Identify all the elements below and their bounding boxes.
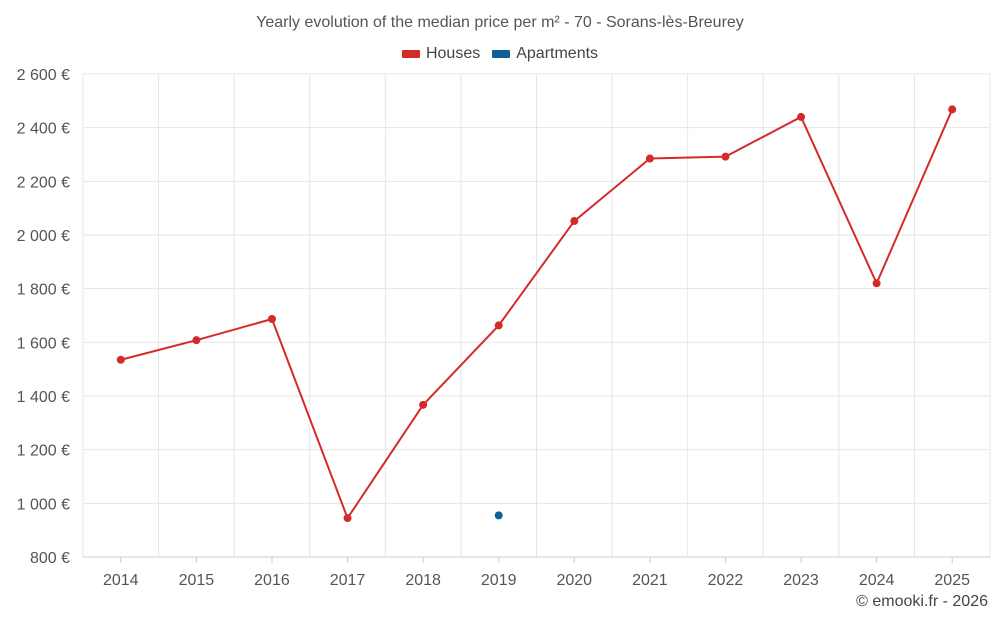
series-line-houses <box>120 109 954 521</box>
y-tick-label: 2 400 € <box>17 121 70 138</box>
legend-label-apartments: Apartments <box>516 45 599 62</box>
x-tick-label: 2022 <box>708 572 744 589</box>
data-point-houses[interactable] <box>645 154 654 163</box>
legend-item-houses[interactable]: Houses <box>401 45 481 63</box>
legend-swatch-apartments <box>492 50 511 58</box>
data-point-houses[interactable] <box>116 355 125 364</box>
data-point-houses[interactable] <box>721 152 730 161</box>
data-point-houses[interactable] <box>419 400 428 409</box>
legend-item-apartments[interactable]: Apartments <box>492 45 598 63</box>
y-tick-label: 1 800 € <box>17 282 70 299</box>
data-point-houses[interactable] <box>343 514 352 523</box>
data-point-houses[interactable] <box>872 279 881 288</box>
y-tick-label: 2 000 € <box>17 228 70 245</box>
x-tick-label: 2016 <box>254 572 290 589</box>
x-tick-label: 2014 <box>103 572 139 589</box>
chart-title: Yearly evolution of the median price per… <box>256 14 744 31</box>
y-tick-label: 1 000 € <box>17 496 70 513</box>
x-tick-label: 2025 <box>934 572 970 589</box>
data-point-houses[interactable] <box>267 314 276 323</box>
copyright-notice: © emooki.fr - 2026 <box>856 593 988 610</box>
legend-swatch-houses <box>401 50 420 58</box>
y-tick-label: 1 400 € <box>17 389 70 406</box>
y-tick-label: 800 € <box>30 550 70 567</box>
y-tick-label: 2 200 € <box>17 174 70 191</box>
data-point-houses[interactable] <box>494 321 503 330</box>
x-tick-label: 2024 <box>859 572 895 589</box>
data-point-apartments[interactable] <box>494 511 503 520</box>
x-tick-label: 2020 <box>556 572 592 589</box>
y-tick-label: 2 600 € <box>17 67 70 84</box>
y-tick-label: 1 200 € <box>17 443 70 460</box>
y-tick-label: 1 600 € <box>17 335 70 352</box>
x-tick-label: 2021 <box>632 572 668 589</box>
x-tick-label: 2018 <box>405 572 441 589</box>
x-tick-label: 2017 <box>330 572 366 589</box>
chart-legend: Houses Apartments <box>0 45 1000 63</box>
x-tick-label: 2019 <box>481 572 517 589</box>
x-tick-label: 2023 <box>783 572 819 589</box>
data-point-houses[interactable] <box>948 105 957 114</box>
data-point-houses[interactable] <box>570 217 579 226</box>
x-tick-label: 2015 <box>179 572 215 589</box>
data-point-houses[interactable] <box>192 336 201 345</box>
legend-label-houses: Houses <box>425 45 481 62</box>
data-point-houses[interactable] <box>797 112 806 121</box>
